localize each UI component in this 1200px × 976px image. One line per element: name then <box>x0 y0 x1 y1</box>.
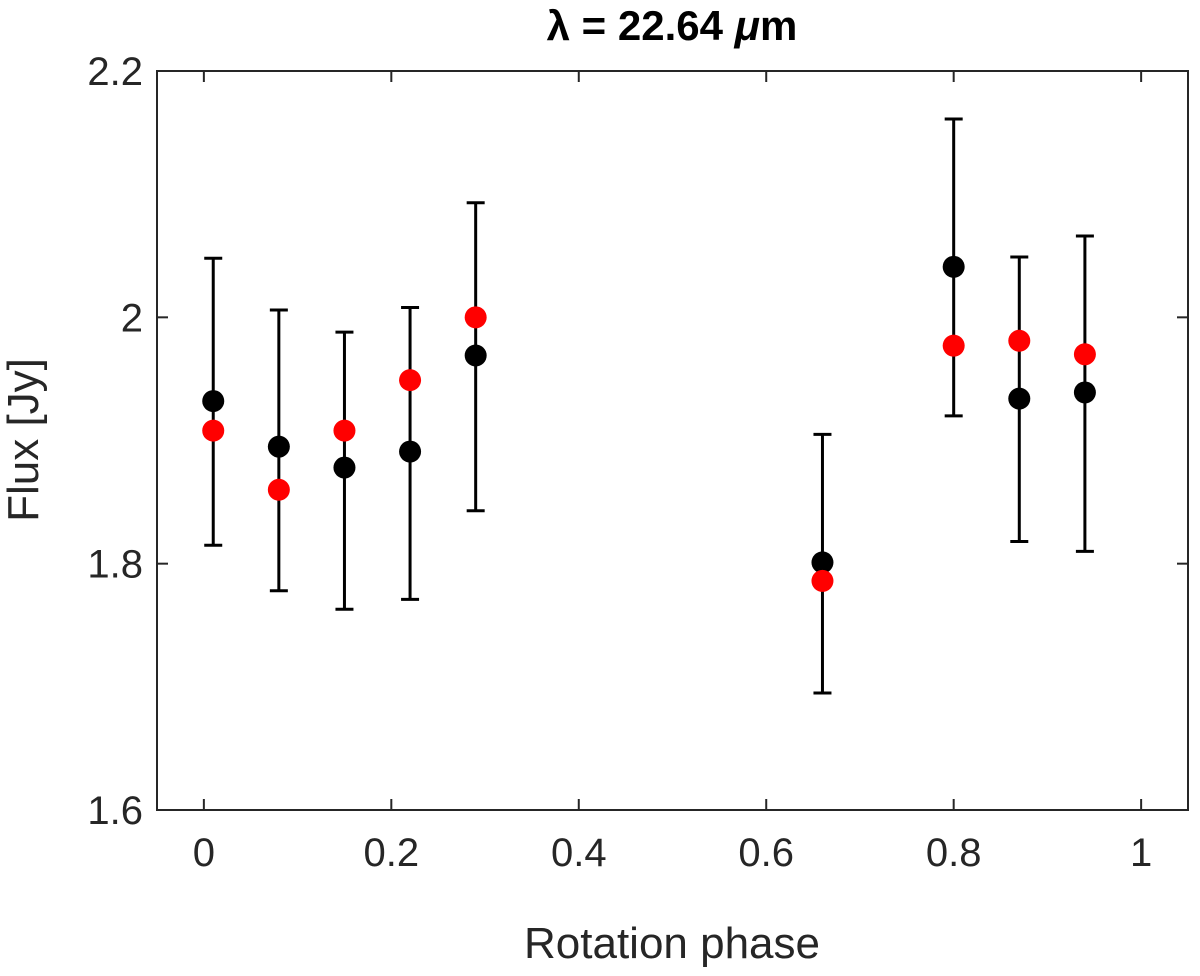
x-tick-label: 0 <box>193 831 215 875</box>
error-bars <box>204 117 1094 695</box>
model-point <box>333 419 356 442</box>
model-point <box>267 478 290 501</box>
model-point <box>399 369 422 392</box>
observed-point <box>267 435 290 458</box>
observed-point <box>202 390 225 413</box>
axis-ticks: 0 0.2 0.4 0.6 0.8 1 1.6 1.8 2 2.2 <box>87 50 1188 875</box>
y-tick-label: 1.8 <box>87 543 143 587</box>
title-lambda: λ <box>547 2 570 49</box>
plot-area-frame <box>156 70 1189 811</box>
data-points <box>202 255 1096 592</box>
y-axis-label: Flux [Jy] <box>0 358 48 522</box>
y-tick-label: 2.2 <box>87 50 143 94</box>
x-tick-label: 0.6 <box>738 831 794 875</box>
observed-point <box>811 551 834 574</box>
model-point <box>1008 329 1031 352</box>
model-point <box>202 419 225 442</box>
x-tick-label: 0.8 <box>926 831 982 875</box>
x-axis-label: Rotation phase <box>524 919 820 968</box>
observed-point <box>942 255 965 278</box>
title-unit: m <box>760 2 797 49</box>
chart-title: λ = 22.64 μm <box>547 2 798 49</box>
x-tick-label: 0.4 <box>551 831 607 875</box>
observed-point <box>333 456 356 479</box>
x-tick-label: 1 <box>1130 831 1152 875</box>
title-value: = 22.64 <box>570 2 735 49</box>
observed-point <box>464 344 487 367</box>
observed-point <box>399 440 422 463</box>
model-point <box>1073 343 1096 366</box>
model-point <box>464 306 487 329</box>
title-mu: μ <box>734 2 760 49</box>
x-tick-label: 0.2 <box>364 831 420 875</box>
model-point <box>811 569 834 592</box>
model-point <box>942 334 965 357</box>
y-tick-label: 2 <box>121 296 143 340</box>
observed-point <box>1073 381 1096 404</box>
y-tick-label: 1.6 <box>87 789 143 833</box>
observed-point <box>1008 387 1031 410</box>
